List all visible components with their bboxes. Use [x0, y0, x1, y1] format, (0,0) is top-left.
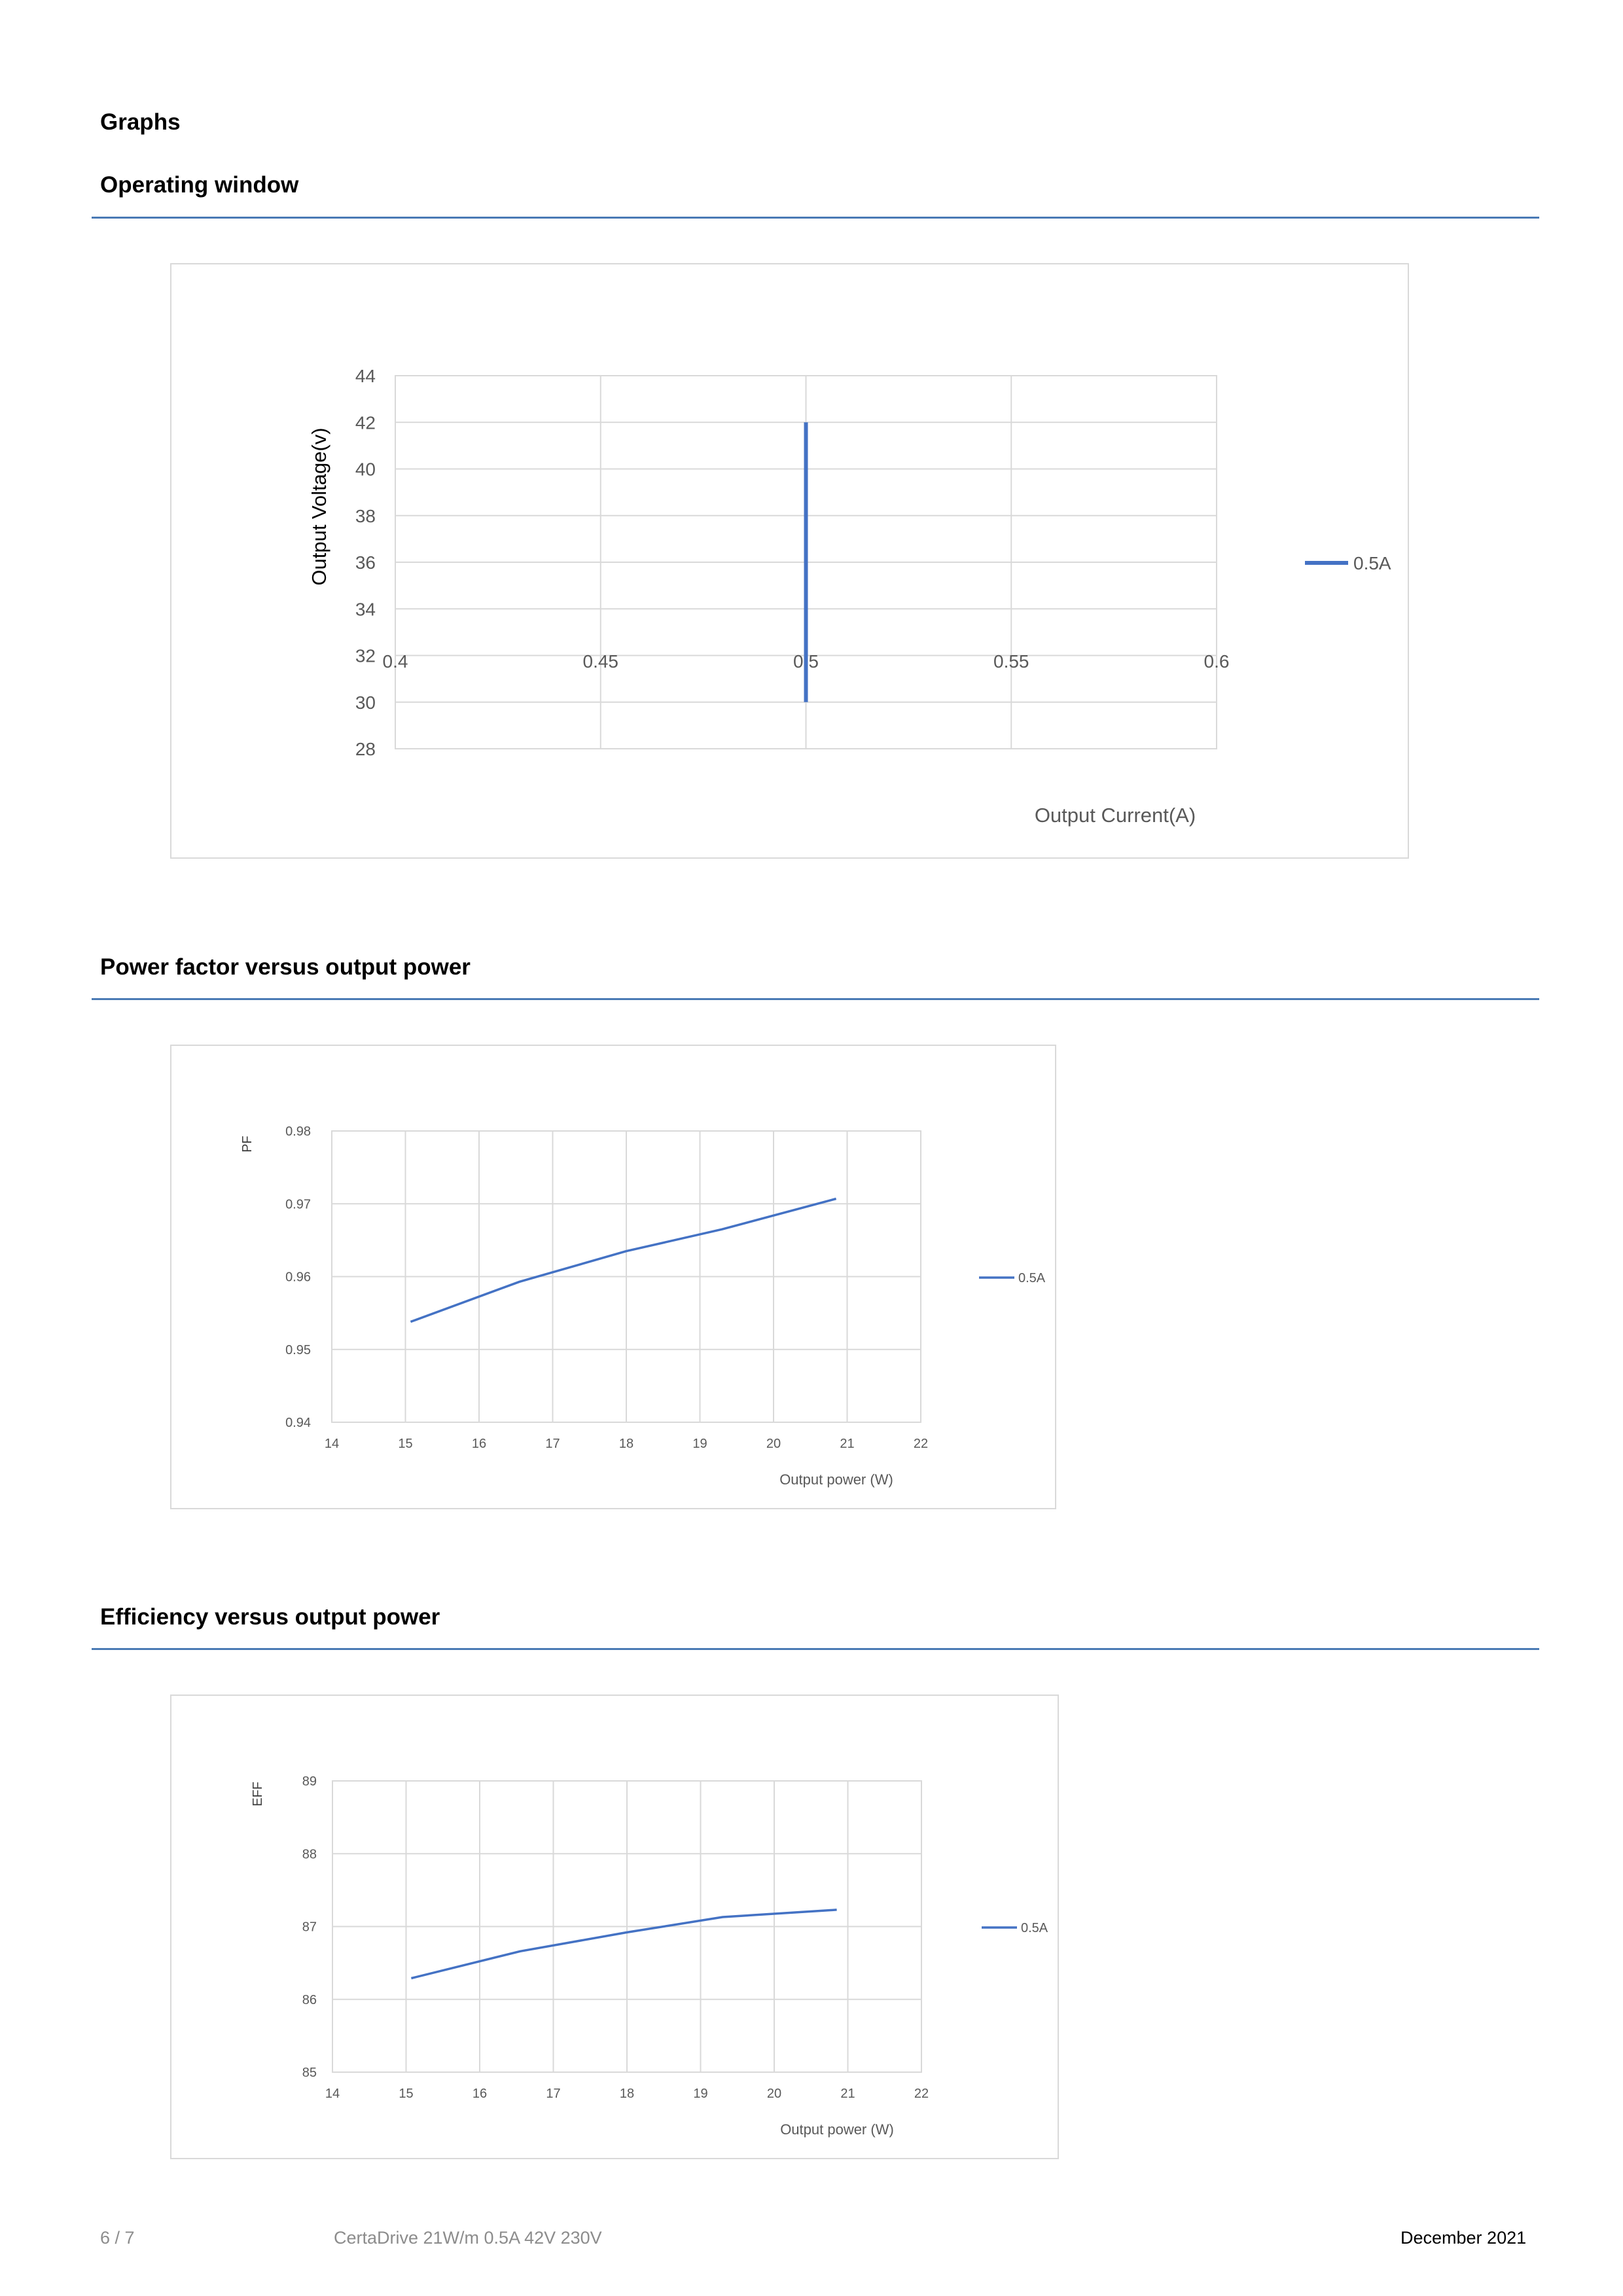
heading-rule: [92, 1648, 1539, 1650]
x-tick-label: 15: [398, 1437, 412, 1451]
footer-product-name: CertaDrive 21W/m 0.5A 42V 230V: [334, 2228, 602, 2248]
series-line: [410, 1197, 837, 1323]
x-axis-title: Output power (W): [780, 2121, 894, 2138]
x-tick-label: 22: [914, 2087, 929, 2101]
x-tick-label: 19: [692, 1437, 707, 1451]
footer-page-number: 6 / 7: [100, 2228, 135, 2248]
y-tick-label: 32: [355, 646, 376, 666]
x-tick-label: 0.45: [583, 651, 619, 672]
x-tick-label: 0.4: [383, 651, 408, 672]
x-tick-label: 21: [840, 1437, 854, 1451]
legend-label: 0.5A: [1018, 1271, 1046, 1285]
y-tick-label: 38: [355, 506, 376, 526]
y-axis-title: Output Voltage(v): [308, 427, 330, 585]
series-line: [410, 1909, 837, 1980]
y-tick-label: 34: [355, 599, 376, 619]
x-tick-label: 14: [325, 2087, 340, 2101]
heading-power-factor: Power factor versus output power: [100, 954, 471, 980]
section-title-graphs: Graphs: [100, 109, 181, 135]
y-tick-label: 0.98: [285, 1124, 311, 1139]
power-factor-plot: 0.94 0.95 0.96 0.97 0.98 14 15 16 17 18 19 20 21 22 Ou…: [240, 1124, 1046, 1488]
power-factor-chart: 0.94 0.95 0.96 0.97 0.98 14 15 16 17 18 19 20 21 22 Ou…: [170, 1045, 1056, 1509]
y-tick-label: 36: [355, 552, 376, 573]
y-tick-label: 28: [355, 739, 376, 759]
y-tick-label: 44: [355, 366, 376, 386]
x-tick-label: 22: [914, 1437, 928, 1451]
y-tick-label: 40: [355, 459, 376, 480]
x-tick-label: 15: [399, 2087, 413, 2101]
y-tick-label: 0.96: [285, 1270, 311, 1285]
x-axis-title: Output Current(A): [1035, 804, 1196, 827]
plot-area: [332, 1780, 922, 2073]
y-tick-label: 85: [302, 2066, 317, 2080]
x-tick-label: 0.6: [1204, 651, 1230, 672]
x-tick-label: 16: [473, 2087, 487, 2101]
operating-window-chart: 28 30 32 34 36 38 40 42 44 0.4 0.45 0.5 0.55 0.6 Outpu…: [170, 263, 1409, 859]
x-axis-title: Output power (W): [779, 1471, 893, 1488]
x-tick-label: 18: [620, 2087, 634, 2101]
heading-efficiency: Efficiency versus output power: [100, 1604, 440, 1630]
legend-label: 0.5A: [1353, 553, 1391, 573]
y-tick-label: 42: [355, 412, 376, 433]
y-tick-label: 87: [302, 1920, 317, 1935]
x-tick-label: 20: [766, 1437, 781, 1451]
y-tick-label: 0.94: [285, 1416, 311, 1430]
x-tick-label: 18: [619, 1437, 633, 1451]
plot-area: [395, 375, 1217, 749]
y-tick-label: 30: [355, 692, 376, 713]
y-axis-title: EFF: [251, 1782, 265, 1806]
footer-date: December 2021: [1400, 2228, 1527, 2248]
x-tick-label: 14: [325, 1437, 339, 1451]
legend-label: 0.5A: [1021, 1921, 1048, 1935]
efficiency-chart: 85 86 87 88 89 14 15 16 17 18 19 20 21 22 Output power…: [170, 1695, 1059, 2159]
plot-area: [331, 1130, 921, 1423]
y-axis-title: PF: [240, 1136, 255, 1153]
x-tick-label: 17: [546, 2087, 560, 2101]
x-tick-label: 0.55: [993, 651, 1029, 672]
x-tick-label: 16: [472, 1437, 486, 1451]
y-tick-label: 88: [302, 1847, 317, 1861]
x-tick-label: 17: [545, 1437, 560, 1451]
y-tick-label: 0.95: [285, 1343, 311, 1357]
x-tick-label: 20: [767, 2087, 781, 2101]
heading-rule: [92, 998, 1539, 1000]
y-tick-label: 89: [302, 1774, 317, 1789]
heading-operating-window: Operating window: [100, 172, 299, 198]
efficiency-plot: 85 86 87 88 89 14 15 16 17 18 19 20 21 22 Output power…: [251, 1774, 1048, 2138]
x-tick-label: 19: [693, 2087, 707, 2101]
x-tick-label: 21: [840, 2087, 855, 2101]
y-tick-label: 86: [302, 1993, 317, 2007]
y-tick-label: 0.97: [285, 1197, 311, 1211]
heading-rule: [92, 217, 1539, 219]
